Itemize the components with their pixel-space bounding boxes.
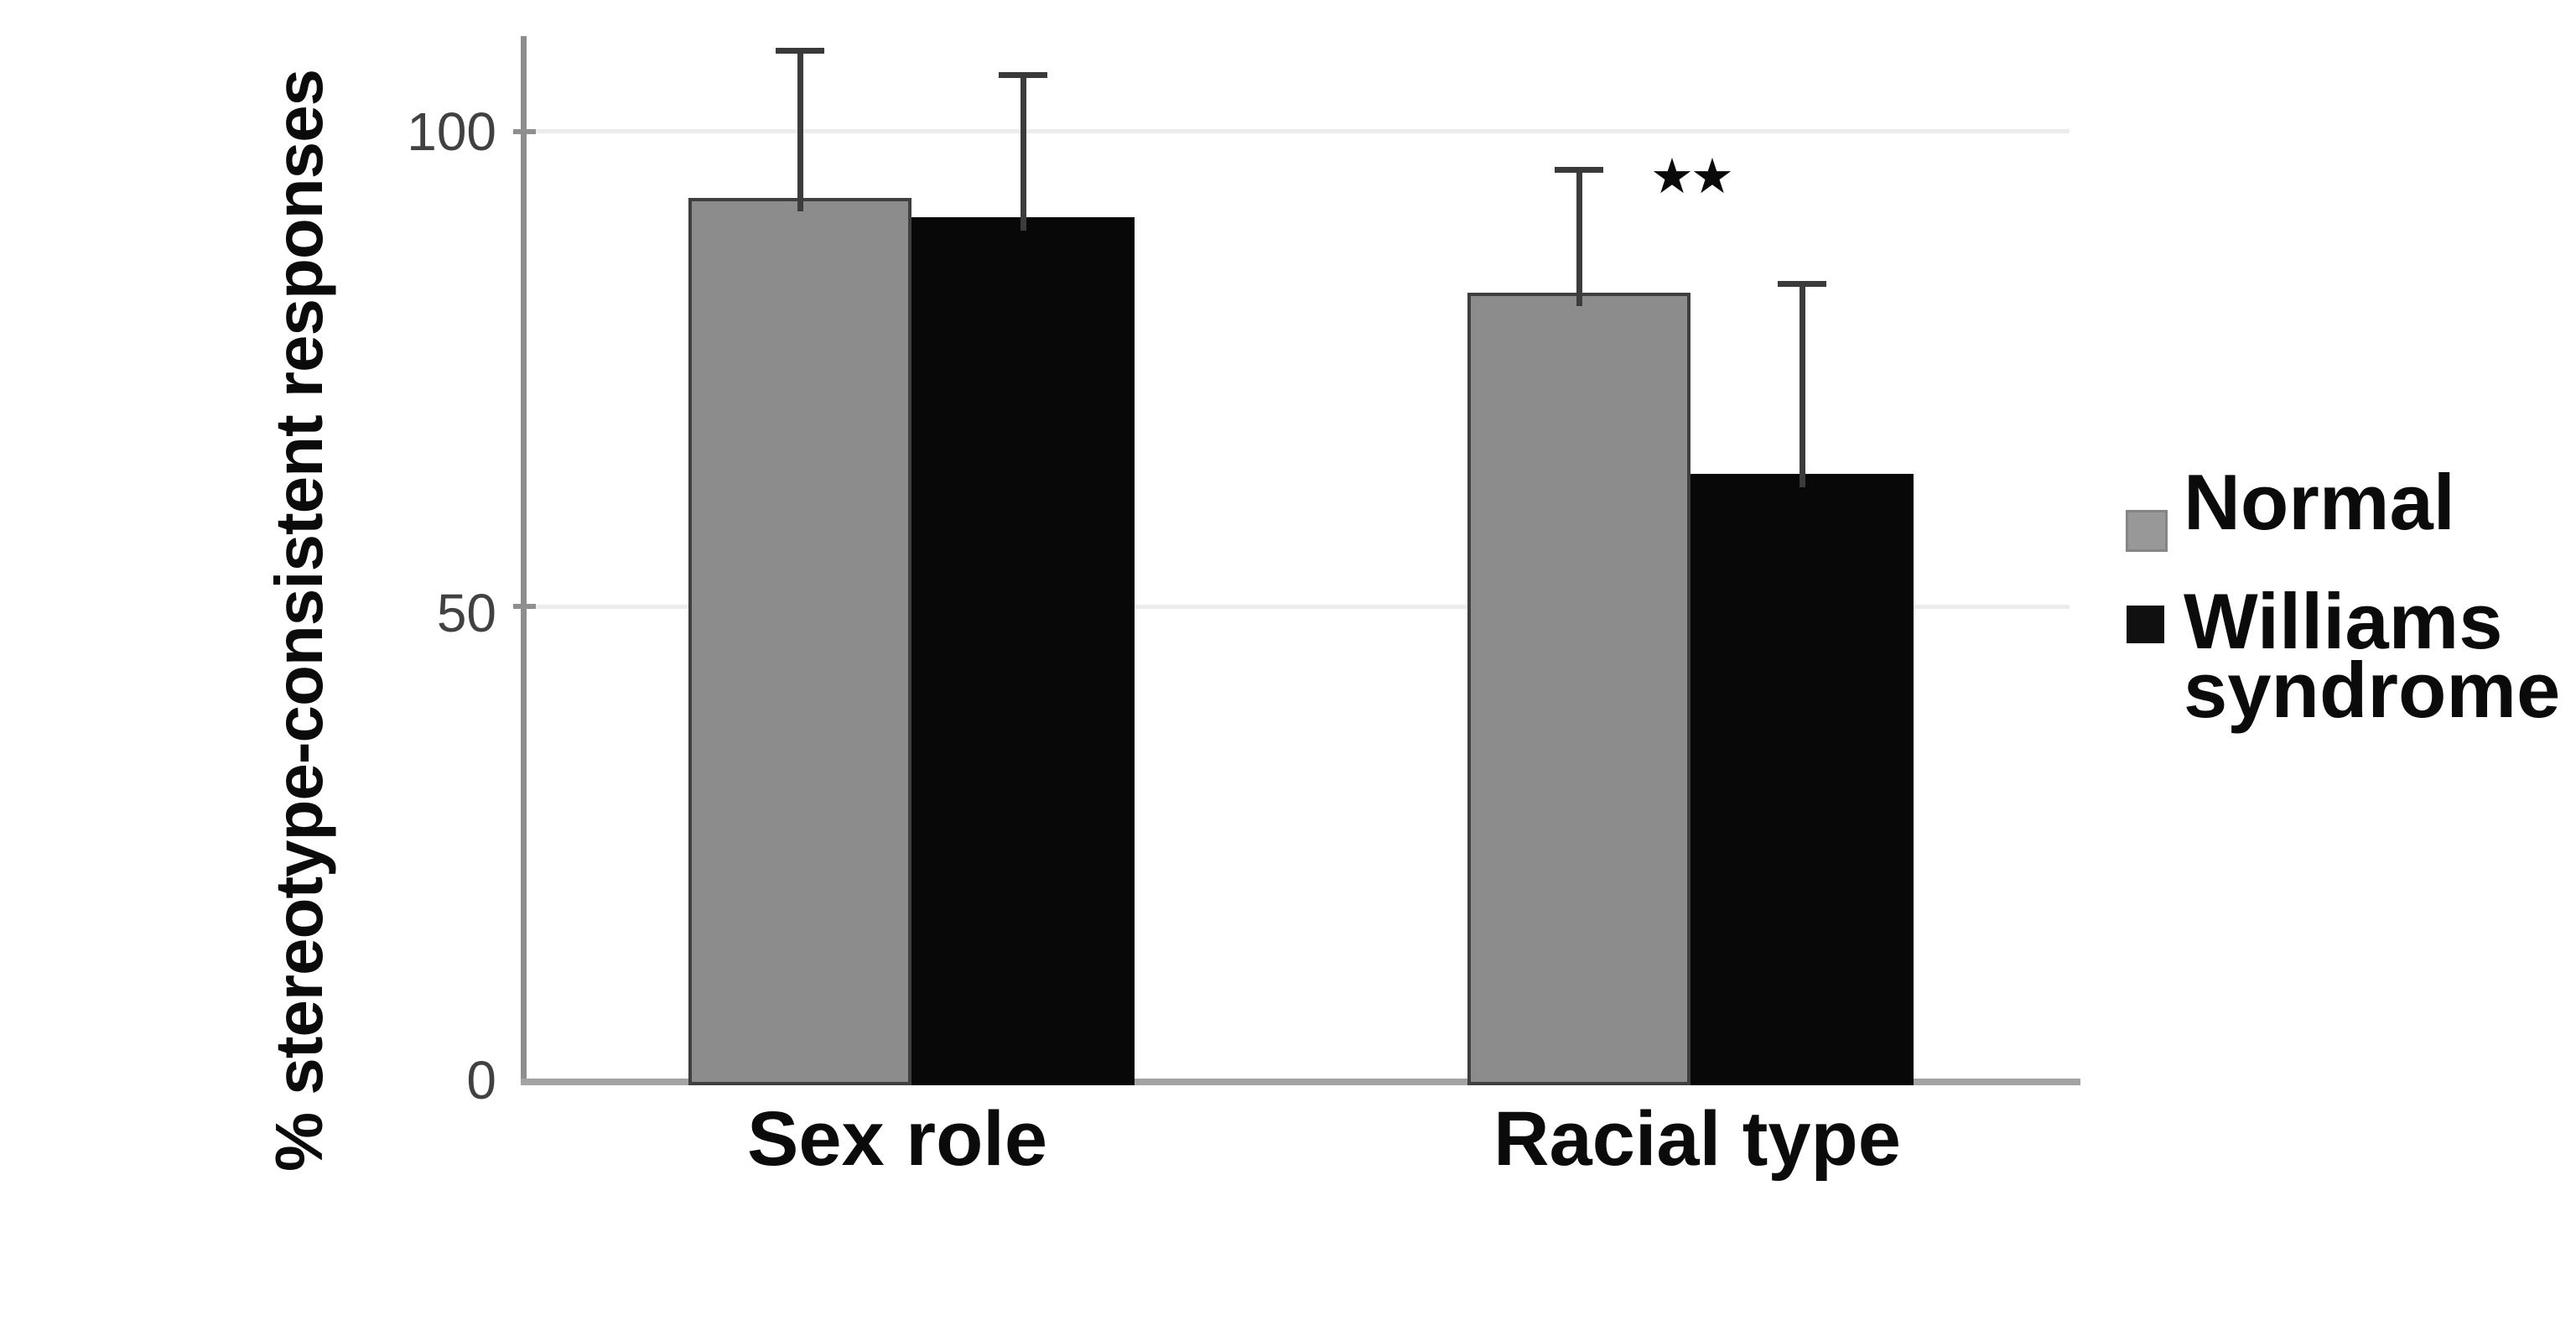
error-whisker-normal-racial-type [1576,169,1582,306]
bar-williams-syndrome-racial-type [1690,474,1914,1085]
legend-swatch-williams-syndrome [2127,606,2164,643]
legend-swatch-normal [2126,510,2168,552]
error-whisker-williams-syndrome-racial-type [1800,283,1805,487]
bar-normal-racial-type [1467,293,1690,1085]
bar-normal-sex-role [688,198,911,1085]
error-cap-williams-syndrome-racial-type [1778,281,1826,287]
legend-label-normal: Normal [2184,458,2455,546]
error-cap-normal-racial-type [1555,167,1603,173]
error-whisker-williams-syndrome-sex-role [1021,75,1026,231]
error-cap-normal-sex-role [776,48,824,54]
y-axis-line [521,36,527,1085]
x-axis-line [521,1079,2080,1085]
y-axis-title: % stereotype-consistent responses [262,69,336,1172]
significance-stars: ★★ [1650,149,1734,204]
y-tick-label-100: 100 [407,101,496,162]
category-label-sex-role: Sex role [747,1096,1047,1182]
y-axis-tick-50 [513,604,536,609]
gridline-100 [527,129,2070,133]
error-whisker-normal-sex-role [797,50,803,211]
y-axis-tick-100 [513,129,536,134]
error-cap-williams-syndrome-sex-role [999,72,1047,78]
y-tick-label-0: 0 [466,1050,496,1110]
legend-label-williams-syndrome: Williams syndrome [2184,577,2561,734]
gridline-50 [527,605,2070,609]
category-label-racial-type: Racial type [1493,1096,1901,1182]
y-tick-label-50: 50 [436,583,496,643]
bar-williams-syndrome-sex-role [911,217,1135,1085]
